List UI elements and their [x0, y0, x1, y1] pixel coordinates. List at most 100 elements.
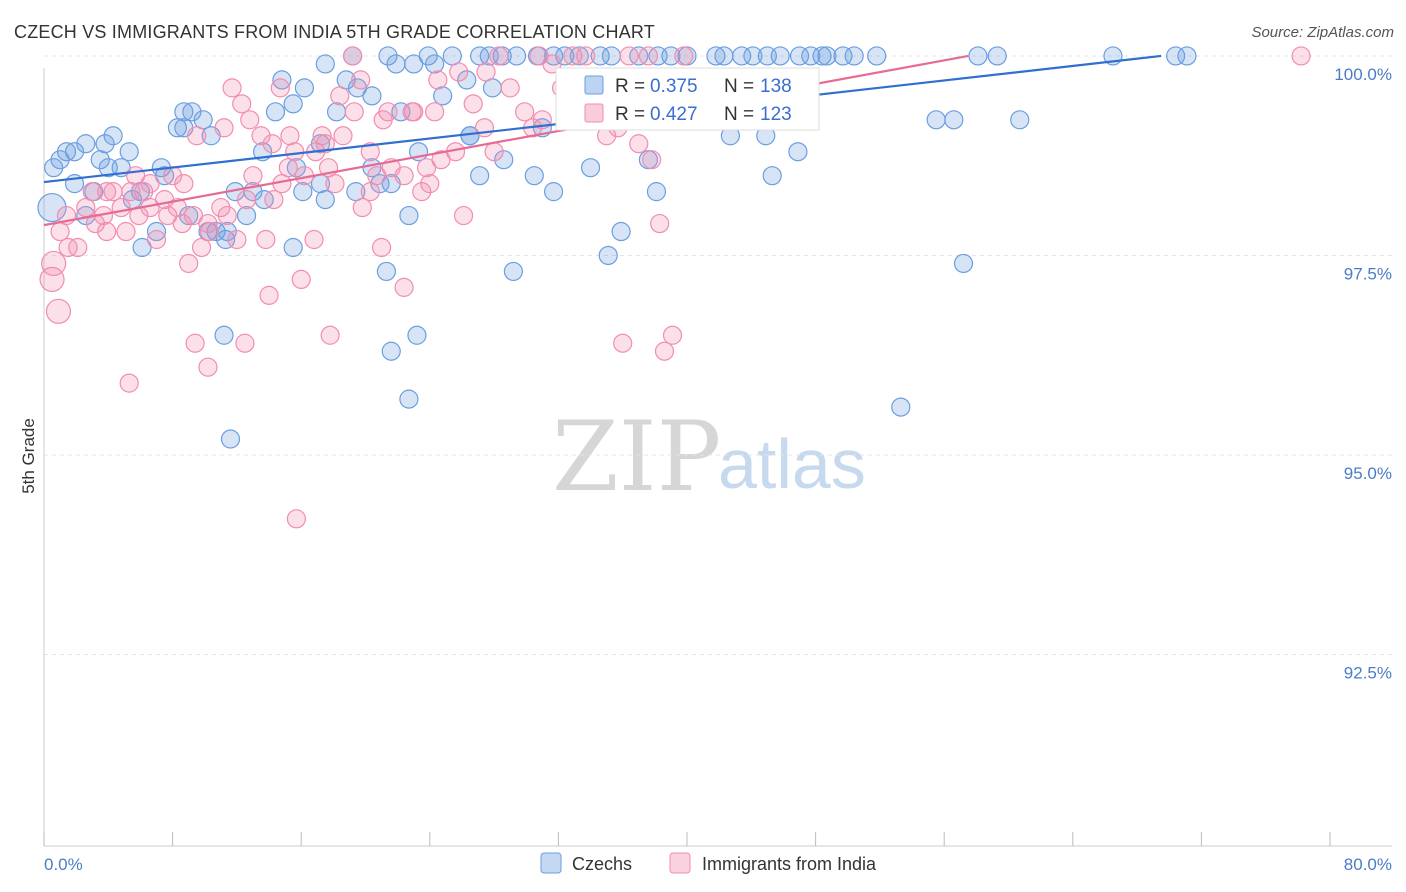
czech-point [507, 46, 527, 66]
india-point [449, 62, 469, 82]
india-point [1291, 46, 1311, 66]
czech-point [479, 46, 499, 66]
czech-point [44, 158, 64, 178]
india-point [378, 102, 398, 122]
india-point [333, 126, 353, 146]
czech-point [817, 46, 837, 66]
czech-point [470, 166, 490, 186]
india-point [174, 174, 194, 194]
czech-point [37, 192, 67, 223]
czech-point [381, 341, 401, 361]
y-tick-labels: 92.5% 95.0% 97.5% 100.0% [1334, 65, 1392, 683]
india-point [416, 158, 437, 178]
czech-point [891, 397, 911, 417]
india-r-value: 0.427 [650, 104, 698, 125]
india-point [76, 197, 96, 218]
y-tick-label: 100.0% [1334, 65, 1392, 84]
india-point [291, 269, 311, 290]
india-point [97, 221, 117, 242]
india-point [428, 70, 448, 90]
india-point [214, 118, 234, 138]
y-axis-title: 5th Grade [19, 418, 38, 494]
india-point [119, 373, 139, 393]
india-point [325, 174, 345, 194]
india-point [576, 46, 596, 66]
india-point [262, 134, 282, 154]
india-point [320, 325, 340, 345]
india-point [613, 333, 633, 353]
india-point [674, 46, 694, 66]
india-point [191, 237, 212, 258]
czech-point [193, 110, 213, 130]
india-point [185, 333, 205, 353]
india-point [638, 46, 659, 66]
czech-point [146, 221, 167, 242]
india-point [371, 237, 392, 258]
czech-point [286, 158, 306, 178]
czech-point [64, 142, 85, 162]
czech-point [646, 182, 667, 202]
czech-point [580, 158, 601, 178]
watermark: ZIP atlas [552, 401, 866, 513]
czech-point [1010, 110, 1030, 130]
czech-point [56, 142, 77, 162]
czech-point [442, 46, 462, 66]
czech-point [404, 54, 424, 74]
czech-point [214, 325, 234, 345]
czech-point [265, 102, 286, 122]
india-point [330, 86, 350, 106]
india-point [278, 158, 298, 178]
india-point [236, 190, 257, 210]
czech-point [611, 221, 631, 242]
india-point [211, 197, 231, 218]
y-tick-label: 92.5% [1344, 663, 1392, 682]
india-point [412, 182, 432, 202]
india-point [360, 182, 380, 202]
india-point [654, 341, 675, 361]
czech-point [543, 182, 564, 202]
india-point [463, 94, 483, 114]
india-point [217, 205, 237, 226]
india-point [270, 78, 290, 98]
czech-point [407, 325, 427, 345]
czech-point [399, 205, 419, 226]
stats-legend-box [555, 67, 820, 131]
india-point [629, 134, 649, 154]
czech-point [95, 134, 115, 154]
czech-point [844, 46, 864, 66]
czech-point [569, 46, 589, 66]
czech-points [37, 46, 1197, 449]
source-label: Source: ZipAtlas.com [1251, 24, 1394, 41]
india-point [240, 110, 260, 130]
india-point [264, 190, 284, 210]
india-point [158, 205, 178, 226]
india-point [58, 237, 78, 258]
india-point [126, 166, 146, 186]
czech-point [174, 102, 194, 122]
india-point [315, 134, 335, 154]
india-point [82, 182, 102, 202]
czech-point [743, 46, 763, 66]
india-point [484, 142, 504, 162]
czech-point [154, 166, 175, 186]
czech-point [132, 237, 152, 258]
stats-legend: R = 0.375 N = 138 R = 0.427 N = 123 [555, 67, 820, 131]
india-point [420, 174, 440, 194]
czech-point [968, 46, 988, 66]
czech-point [801, 46, 821, 66]
watermark-atlas: atlas [718, 425, 866, 503]
czech-point [457, 70, 477, 90]
india-point [235, 333, 255, 353]
india-n-label: N = [724, 104, 754, 125]
india-point [172, 213, 192, 234]
czech-point [788, 142, 808, 162]
czech-point [987, 46, 1007, 66]
czech-point [433, 86, 453, 106]
india-point [285, 142, 305, 162]
czech-point [103, 126, 123, 146]
czech-point [283, 237, 303, 258]
czech-point [98, 158, 118, 178]
czech-point [293, 182, 313, 202]
czech-point [867, 46, 887, 66]
czech-n-value: 138 [760, 76, 792, 97]
